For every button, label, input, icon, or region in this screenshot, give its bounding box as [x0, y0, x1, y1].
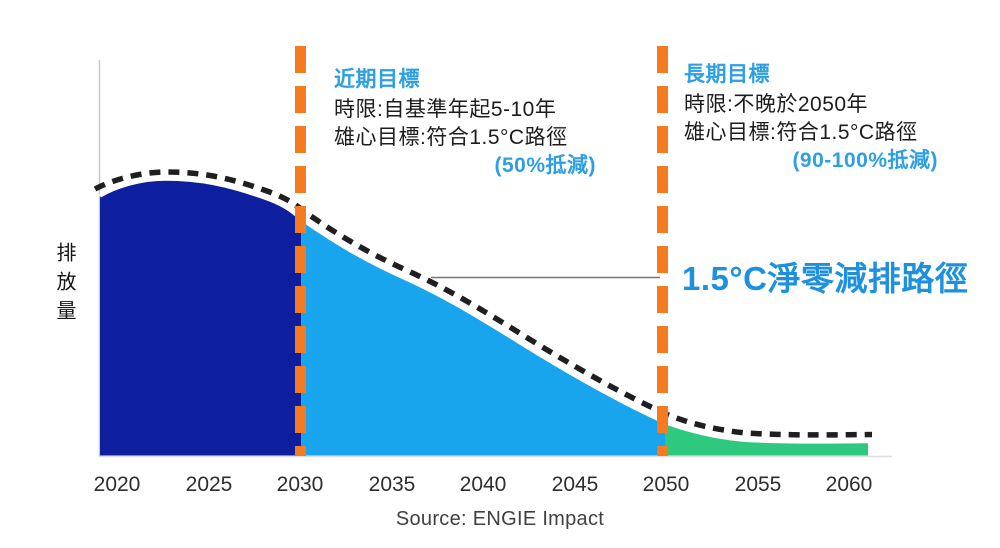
- pathway-label: 1.5°C淨零減排路徑: [682, 260, 969, 297]
- y-axis-label: 排放量: [53, 242, 75, 329]
- x-tick-2030: 2030: [276, 473, 324, 496]
- near-term-goal-annotation: 近期目標 時限:自基準年起5-10年 雄心目標:符合1.5°C路徑 (50%抵減…: [334, 66, 596, 180]
- x-tick-2055: 2055: [734, 473, 782, 496]
- x-tick-2040: 2040: [459, 473, 507, 496]
- x-tick-2020: 2020: [93, 473, 141, 496]
- near-term-goal-title: 近期目標: [334, 68, 420, 91]
- near-term-deadline: 時限:自基準年起5-10年: [334, 98, 557, 121]
- x-tick-2050: 2050: [642, 473, 690, 496]
- long-term-deadline: 時限:不晚於2050年: [684, 93, 869, 116]
- long-term-ambition: 雄心目標:符合1.5°C路徑: [684, 121, 918, 144]
- x-tick-2060: 2060: [825, 473, 873, 496]
- long-term-goal-title: 長期目標: [684, 63, 770, 86]
- x-tick-2025: 2025: [185, 473, 233, 496]
- pathway-dashed-curve: [93, 169, 873, 438]
- x-tick-2045: 2045: [551, 473, 599, 496]
- long-term-reduction: (90-100%抵減): [792, 149, 938, 172]
- source-credit: Source: ENGIE Impact: [395, 508, 605, 530]
- near-term-ambition: 雄心目標:符合1.5°C路徑: [334, 126, 568, 149]
- x-tick-2035: 2035: [368, 473, 416, 496]
- long-term-goal-annotation: 長期目標 時限:不晚於2050年 雄心目標:符合1.5°C路徑 (90-100%…: [684, 61, 964, 175]
- near-term-reduction: (50%抵減): [494, 154, 596, 177]
